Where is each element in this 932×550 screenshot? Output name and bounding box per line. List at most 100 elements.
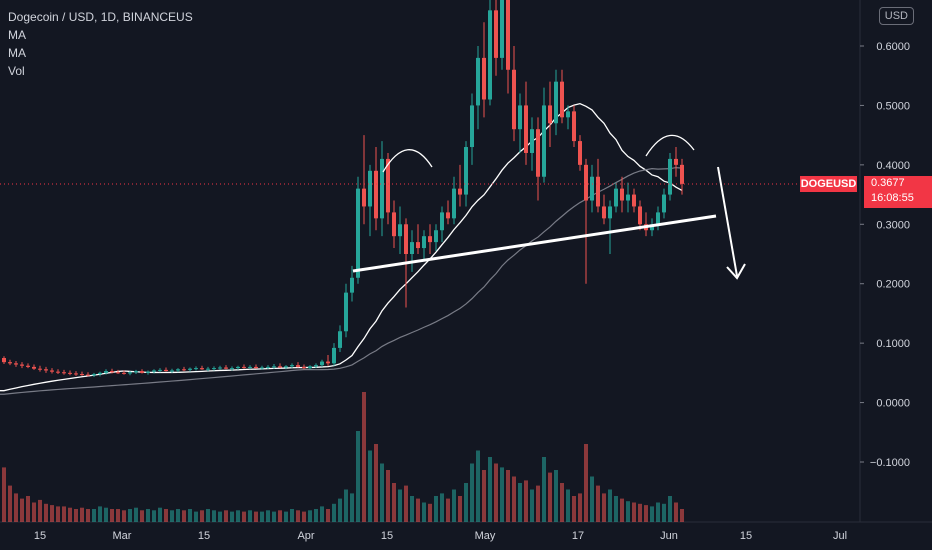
candle-body bbox=[278, 366, 282, 368]
candle-body bbox=[290, 365, 294, 367]
candle-body bbox=[188, 368, 192, 370]
volume-bar bbox=[86, 509, 90, 522]
volume-bar bbox=[248, 510, 252, 522]
volume-bar bbox=[536, 485, 540, 522]
volume-bar bbox=[8, 485, 12, 522]
candle-body bbox=[80, 374, 84, 376]
volume-bar bbox=[236, 510, 240, 522]
volume-bar bbox=[446, 498, 450, 522]
neckline-trendline[interactable] bbox=[352, 214, 717, 273]
candle-body bbox=[86, 374, 90, 376]
volume-bar bbox=[560, 483, 564, 522]
volume-bar bbox=[278, 510, 282, 522]
volume-bar bbox=[200, 510, 204, 522]
candle-body bbox=[158, 369, 162, 371]
volume-bar bbox=[104, 507, 108, 522]
x-tick-label: 15 bbox=[34, 530, 46, 542]
volume-bar bbox=[452, 489, 456, 522]
volume-bar bbox=[212, 510, 216, 522]
candle-body bbox=[254, 366, 258, 369]
candle-body bbox=[200, 368, 204, 370]
x-tick-label: Apr bbox=[297, 530, 314, 542]
volume-bar bbox=[680, 509, 684, 522]
candle-body bbox=[236, 366, 240, 369]
volume-bar bbox=[314, 509, 318, 522]
down-arrow-head[interactable] bbox=[726, 263, 746, 280]
volume-bar bbox=[176, 509, 180, 522]
candle-body bbox=[506, 0, 510, 70]
symbol-title: Dogecoin / USD, 1D, BINANCEUS bbox=[8, 10, 193, 24]
left-shoulder-arc[interactable] bbox=[382, 149, 433, 173]
candle-body bbox=[530, 129, 534, 153]
y-tick-label: 0.2000 bbox=[876, 279, 910, 291]
candle-body bbox=[266, 366, 270, 368]
volume-bar bbox=[386, 470, 390, 522]
volume-bar bbox=[584, 444, 588, 522]
volume-bar bbox=[62, 506, 66, 522]
candle-body bbox=[176, 369, 180, 371]
volume-bar bbox=[542, 457, 546, 522]
candle-body bbox=[482, 57, 486, 100]
candle-body bbox=[572, 111, 576, 142]
candle-body bbox=[536, 129, 540, 177]
volume-bar bbox=[596, 485, 600, 522]
volume-bar bbox=[242, 511, 246, 522]
bar-countdown: 16:08:55 bbox=[871, 192, 914, 204]
candle-body bbox=[632, 194, 636, 207]
volume-bar bbox=[602, 493, 606, 522]
ma-legend-1[interactable]: MA bbox=[8, 28, 26, 42]
volume-bar bbox=[482, 470, 486, 522]
candle-body bbox=[338, 331, 342, 348]
volume-bar bbox=[122, 510, 126, 522]
candle-body bbox=[332, 347, 336, 364]
candle-body bbox=[380, 158, 384, 219]
x-tick-label: 15 bbox=[381, 530, 393, 542]
candle-body bbox=[26, 365, 30, 367]
volume-bar bbox=[44, 503, 48, 522]
candle-body bbox=[446, 212, 450, 219]
volume-bar bbox=[20, 498, 24, 522]
volume-bar bbox=[194, 511, 198, 522]
volume-bar bbox=[308, 510, 312, 522]
volume-bar bbox=[326, 509, 330, 522]
candle-body bbox=[32, 366, 36, 369]
volume-bar bbox=[26, 496, 30, 522]
chart-legend: Dogecoin / USD, 1D, BINANCEUS MA MA Vol bbox=[8, 8, 193, 80]
candle-body bbox=[494, 10, 498, 58]
candle-body bbox=[368, 170, 372, 207]
x-tick-label: 17 bbox=[572, 530, 584, 542]
candle-body bbox=[404, 224, 408, 254]
currency-button[interactable]: USD bbox=[878, 7, 914, 25]
volume-legend[interactable]: Vol bbox=[8, 64, 25, 78]
candle-body bbox=[224, 367, 228, 369]
volume-bar bbox=[398, 489, 402, 522]
volume-bar bbox=[440, 493, 444, 522]
volume-bar bbox=[332, 503, 336, 522]
volume-bar bbox=[134, 507, 138, 522]
volume-bar bbox=[554, 470, 558, 522]
volume-bar bbox=[380, 463, 384, 522]
volume-bar bbox=[362, 392, 366, 522]
volume-bar bbox=[14, 493, 18, 522]
volume-bar bbox=[38, 499, 42, 522]
volume-bar bbox=[518, 483, 522, 522]
y-tick-label: 0.5000 bbox=[876, 100, 910, 112]
y-tick-label: 0.3000 bbox=[876, 219, 910, 231]
y-tick-label: 0.0000 bbox=[876, 398, 910, 410]
x-tick-label: May bbox=[475, 530, 496, 542]
ma-legend-2[interactable]: MA bbox=[8, 46, 26, 60]
volume-bar bbox=[290, 509, 294, 522]
volume-bar bbox=[614, 496, 618, 522]
candle-body bbox=[38, 368, 42, 370]
volume-bar bbox=[428, 503, 432, 522]
right-shoulder-arc[interactable] bbox=[645, 134, 695, 157]
volume-bar bbox=[230, 511, 234, 522]
candle-body bbox=[620, 188, 624, 201]
down-arrow-shaft[interactable] bbox=[717, 166, 738, 277]
candle-body bbox=[152, 370, 156, 372]
volume-bar bbox=[524, 480, 528, 522]
x-tick-label: Mar bbox=[113, 530, 132, 542]
volume-bar bbox=[620, 498, 624, 522]
candle-body bbox=[554, 81, 558, 124]
